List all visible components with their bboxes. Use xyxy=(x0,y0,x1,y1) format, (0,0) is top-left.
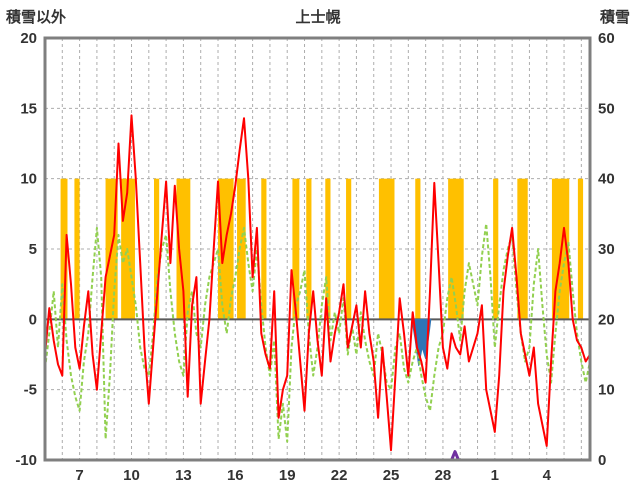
svg-text:4: 4 xyxy=(543,467,552,484)
svg-text:-5: -5 xyxy=(24,382,37,399)
svg-text:10: 10 xyxy=(20,171,37,188)
right-axis-title: 積雪 xyxy=(599,9,630,26)
svg-text:50: 50 xyxy=(598,100,615,117)
left-axis-title: 積雪以外 xyxy=(6,9,67,26)
svg-text:0: 0 xyxy=(29,311,37,328)
svg-text:10: 10 xyxy=(598,382,615,399)
svg-text:7: 7 xyxy=(75,467,83,484)
svg-text:20: 20 xyxy=(20,30,37,47)
chart-title: 上士幌 xyxy=(295,9,341,26)
svg-text:0: 0 xyxy=(598,452,606,469)
red-series-line xyxy=(44,114,591,452)
svg-text:1: 1 xyxy=(491,467,499,484)
svg-text:28: 28 xyxy=(435,467,452,484)
svg-text:30: 30 xyxy=(598,241,615,258)
svg-text:-10: -10 xyxy=(15,452,37,469)
svg-text:25: 25 xyxy=(383,467,400,484)
svg-text:16: 16 xyxy=(227,467,244,484)
right-axis-tick-labels: 60 50 40 30 20 10 0 xyxy=(598,30,615,469)
svg-text:19: 19 xyxy=(279,467,296,484)
plot-frame xyxy=(43,36,592,462)
svg-text:60: 60 xyxy=(598,30,615,47)
orange-interval-bars xyxy=(60,178,584,320)
svg-text:22: 22 xyxy=(331,467,348,484)
svg-text:10: 10 xyxy=(123,467,140,484)
left-axis-tick-labels: 20 15 10 5 0 -5 -10 xyxy=(15,30,37,469)
svg-text:13: 13 xyxy=(175,467,192,484)
svg-text:5: 5 xyxy=(29,241,37,258)
svg-text:40: 40 xyxy=(598,171,615,188)
svg-text:15: 15 xyxy=(20,100,37,117)
x-axis-tick-labels: 7 10 13 16 19 22 25 28 1 4 xyxy=(75,467,551,484)
svg-text:20: 20 xyxy=(598,311,615,328)
